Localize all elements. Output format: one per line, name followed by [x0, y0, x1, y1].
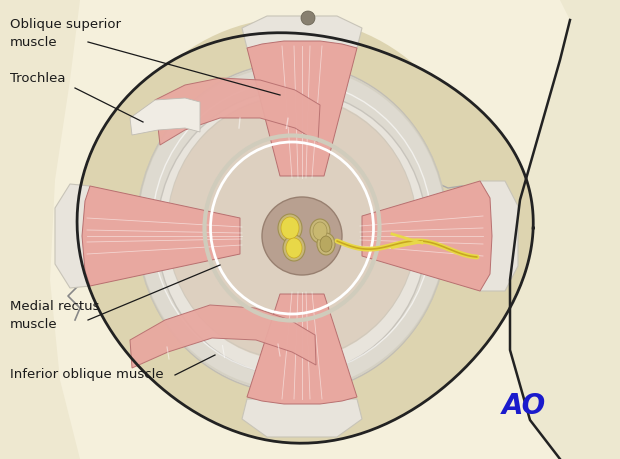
Ellipse shape	[157, 90, 427, 375]
Polygon shape	[247, 294, 357, 404]
Polygon shape	[130, 98, 200, 135]
Polygon shape	[242, 16, 362, 48]
Ellipse shape	[313, 222, 327, 240]
Text: Oblique superior: Oblique superior	[10, 18, 121, 31]
Text: Trochlea: Trochlea	[10, 72, 66, 85]
Ellipse shape	[167, 95, 417, 360]
Ellipse shape	[283, 235, 305, 261]
Text: Inferior oblique muscle: Inferior oblique muscle	[10, 368, 164, 381]
Text: muscle: muscle	[10, 318, 58, 331]
Polygon shape	[242, 399, 362, 437]
Polygon shape	[510, 0, 620, 459]
Polygon shape	[55, 184, 90, 288]
Polygon shape	[77, 33, 533, 443]
Polygon shape	[362, 181, 492, 291]
Ellipse shape	[310, 219, 330, 243]
Ellipse shape	[97, 18, 487, 438]
Text: muscle: muscle	[10, 36, 58, 49]
Text: AO: AO	[502, 392, 546, 420]
Polygon shape	[82, 186, 240, 286]
Text: Medial rectus: Medial rectus	[10, 300, 99, 313]
Ellipse shape	[137, 63, 447, 393]
Polygon shape	[247, 41, 357, 176]
Polygon shape	[0, 0, 80, 459]
Ellipse shape	[281, 217, 299, 239]
Polygon shape	[155, 78, 320, 145]
Polygon shape	[130, 305, 316, 368]
Polygon shape	[480, 181, 518, 291]
Circle shape	[301, 11, 315, 25]
Ellipse shape	[286, 238, 302, 258]
Ellipse shape	[262, 197, 342, 275]
Ellipse shape	[278, 214, 302, 242]
Ellipse shape	[320, 236, 332, 252]
Ellipse shape	[317, 233, 335, 255]
